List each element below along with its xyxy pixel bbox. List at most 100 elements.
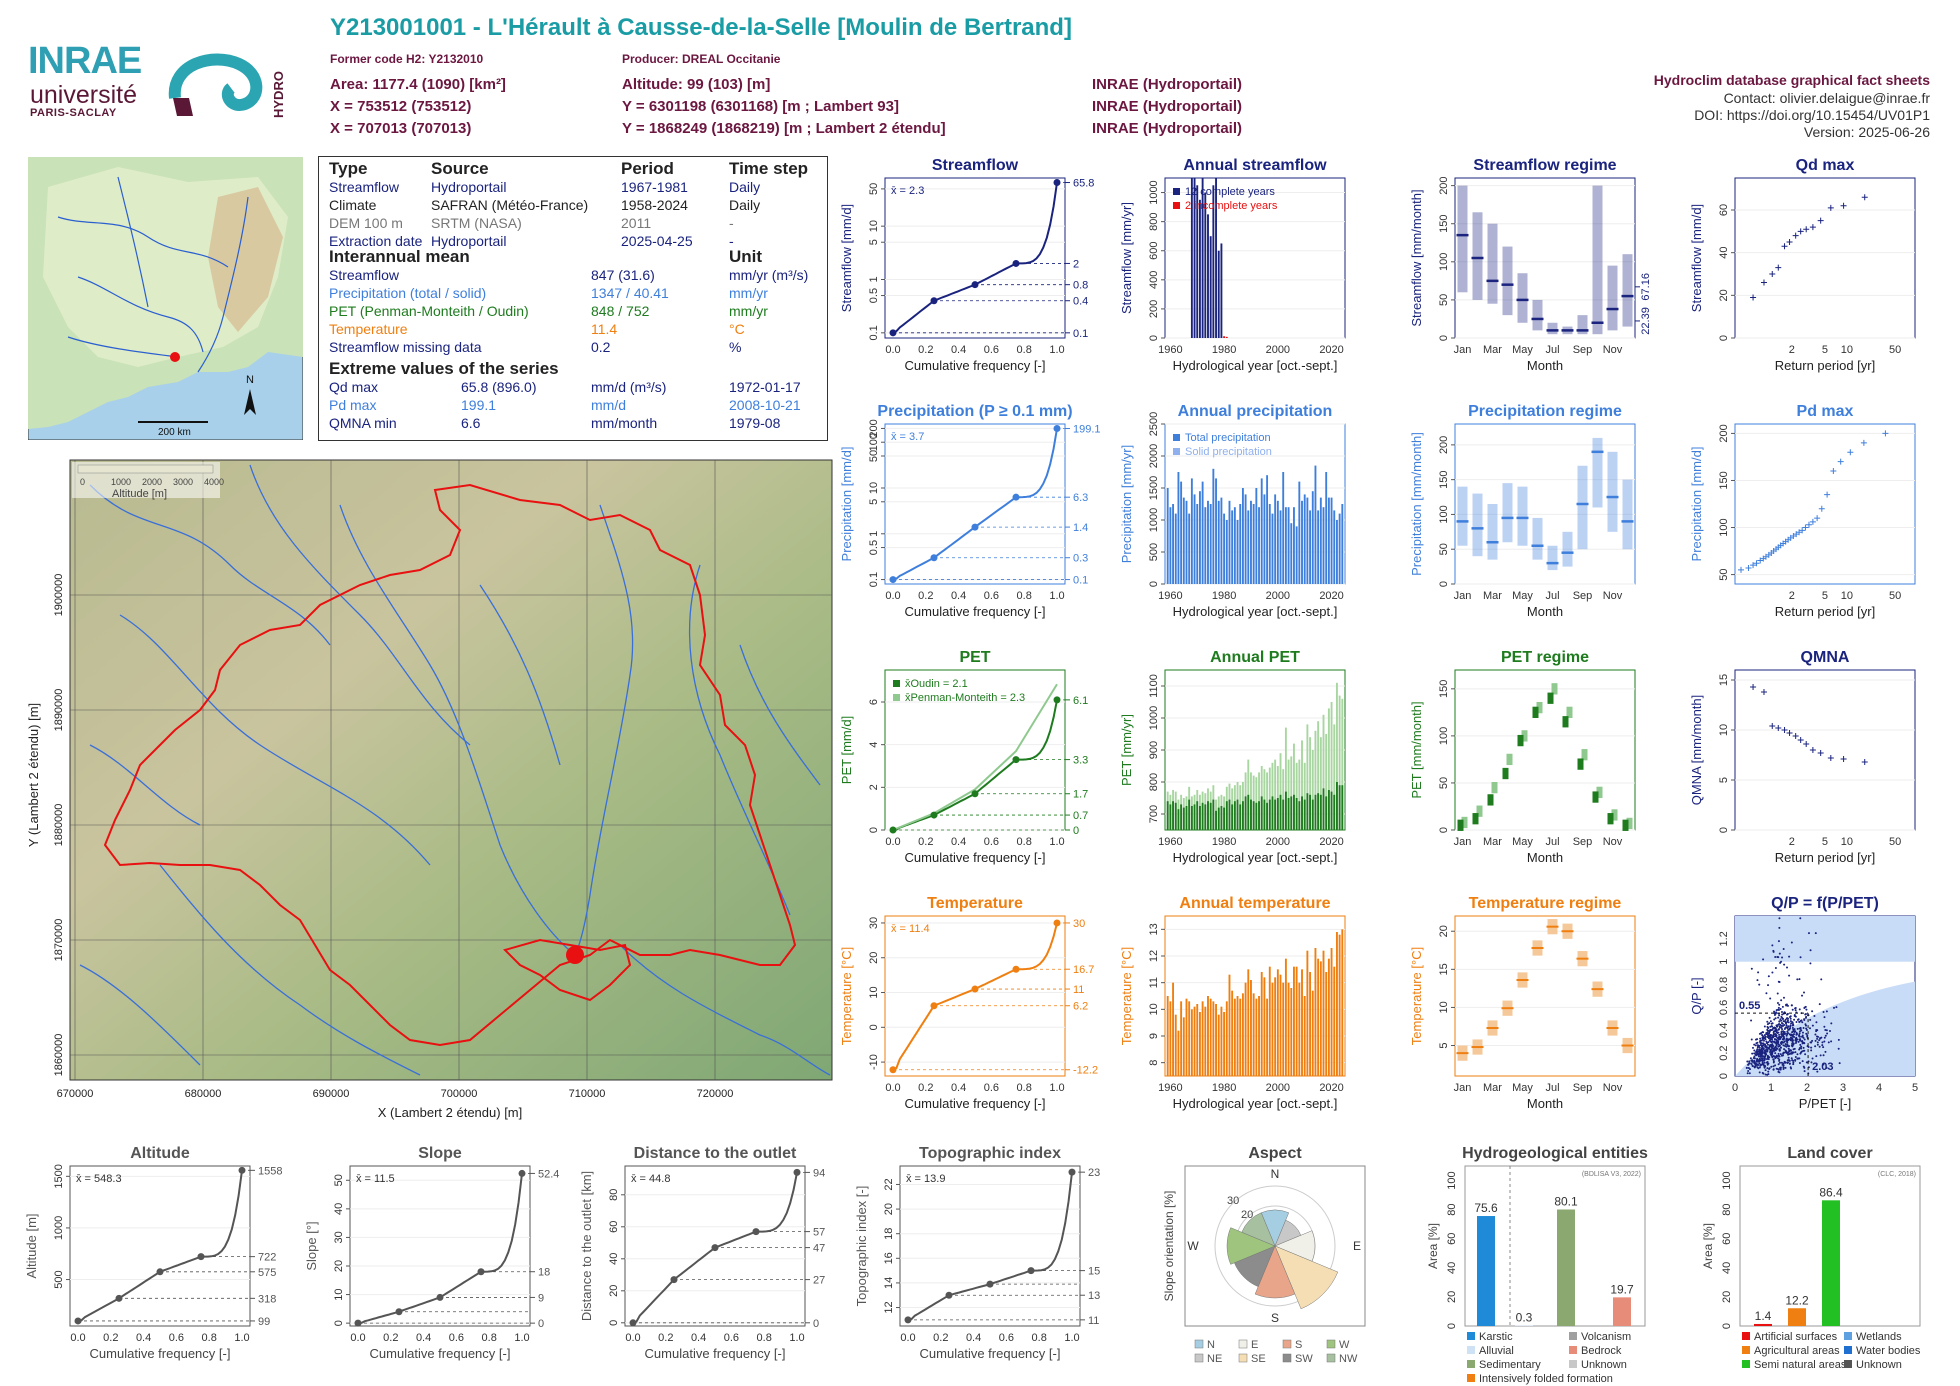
map-river: [619, 944, 831, 1076]
x-tick-label: 50: [1889, 590, 1901, 602]
y-tick-label: 0.1: [868, 325, 880, 340]
qp-point: [1802, 1027, 1805, 1030]
info-ext-date: 1979-08: [729, 415, 781, 431]
return-period-point: [1809, 747, 1816, 753]
y-tick-label: 30: [333, 1231, 345, 1243]
y-tick-label: 30: [868, 917, 880, 929]
return-period-point: [1827, 755, 1834, 761]
qp-point: [1818, 1003, 1821, 1006]
qp-point: [1786, 1040, 1789, 1043]
bar-oudin: [1333, 794, 1336, 830]
legend-label: NW: [1339, 1353, 1358, 1365]
qp-point: [1771, 1038, 1774, 1041]
qp-point: [1816, 1070, 1819, 1073]
bar: [1177, 1030, 1180, 1076]
bar-pm: [1290, 756, 1293, 830]
qp-point: [1751, 1052, 1754, 1055]
qp-point: [1753, 1065, 1756, 1068]
legend-label: S: [1295, 1339, 1302, 1351]
qp-point: [1771, 1035, 1774, 1038]
return-period-point: [1792, 232, 1799, 239]
bar: [1239, 504, 1242, 584]
qp-point: [1777, 940, 1780, 943]
qp-point: [1796, 1027, 1799, 1030]
qp-point: [1751, 1064, 1754, 1067]
y-tick-label: 1000: [1148, 508, 1160, 532]
bar: [1252, 504, 1255, 584]
bar-oudin: [1287, 798, 1290, 830]
chart-sf_annual: Annual streamflow Hydrological year [oct.…: [1119, 157, 1346, 373]
qp-point: [1801, 1060, 1804, 1063]
y-axis-label: Streamflow [mm/d]: [839, 204, 854, 312]
x-axis-label: Hydrological year [oct.-sept.]: [1173, 358, 1338, 373]
qp-point: [1778, 1026, 1781, 1029]
y-tick-label: 0: [1446, 1323, 1458, 1329]
chart-title: Slope: [418, 1145, 462, 1162]
legend-label: SE: [1251, 1353, 1266, 1365]
qp-point: [1788, 974, 1791, 977]
qp-point: [1782, 948, 1785, 951]
plot-frame: [1734, 423, 1916, 585]
qp-point: [1795, 1033, 1798, 1036]
info-row-source: SAFRAN (Météo-France): [431, 197, 589, 213]
right-tick-label: 67.16: [1640, 273, 1652, 301]
y-tick-label: 40: [1718, 247, 1730, 259]
bar: [1341, 504, 1344, 584]
y-tick-label: 1.2: [1718, 931, 1730, 946]
x-axis-label: P/PET [-]: [1799, 1096, 1852, 1111]
qp-point: [1758, 1049, 1761, 1052]
qp-point: [1767, 1070, 1770, 1073]
qp-point: [1810, 1061, 1813, 1064]
credits-doi: DOI: https://doi.org/10.15454/UV01P1: [1694, 107, 1930, 123]
bar-oudin: [1252, 801, 1255, 830]
qp-point: [1761, 1036, 1764, 1039]
info-row-period: 1958-2024: [621, 197, 688, 213]
qp-point: [1788, 1059, 1791, 1062]
right-tick-label: 722: [258, 1252, 276, 1264]
y-axis-label: Altitude [m]: [24, 1213, 39, 1278]
qp-point: [1824, 1029, 1827, 1032]
legend-label: NE: [1207, 1353, 1222, 1365]
qp-point: [1773, 1041, 1776, 1044]
y-axis-label: Precipitation [mm/d]: [1689, 447, 1704, 562]
bar: [1336, 520, 1338, 584]
catchment-boundary: [103, 483, 797, 1047]
bar: [1309, 510, 1312, 584]
qp-point: [1784, 1043, 1787, 1046]
right-tick-label: 13: [1088, 1290, 1100, 1302]
bar-pm: [1327, 708, 1330, 830]
qp-point: [1750, 1062, 1753, 1065]
bar: [1322, 950, 1325, 1076]
bar: [1198, 1012, 1201, 1076]
bar: [1247, 969, 1250, 1076]
regime-box: [1521, 730, 1528, 742]
qp-point: [1811, 1024, 1814, 1027]
bar-oudin: [1268, 799, 1271, 830]
info-row-type: Climate: [329, 197, 377, 213]
qp-point: [1774, 1049, 1777, 1052]
y-tick-label: 11: [1148, 977, 1160, 988]
bar: [1255, 488, 1258, 584]
plot-frame: [884, 423, 1066, 585]
regime-box: [1592, 437, 1603, 508]
qp-point: [1791, 1040, 1794, 1043]
qp-point: [1758, 983, 1761, 986]
y-tick-label: 1: [868, 276, 880, 282]
info-mean-value: 848 / 752: [591, 303, 650, 319]
qp-point: [1800, 1040, 1803, 1043]
legend-label: Unknown: [1856, 1359, 1902, 1371]
x-tick-label: 0.6: [984, 1082, 999, 1094]
qp-point: [1772, 1068, 1775, 1071]
y-tick-label: 5: [1718, 777, 1730, 783]
qp-point: [1781, 1054, 1784, 1057]
chart-title: Annual precipitation: [1178, 403, 1333, 420]
qp-point: [1754, 1053, 1757, 1056]
month-label: Mar: [1483, 590, 1502, 602]
y-tick-label: 0: [1148, 581, 1160, 587]
bar-oudin: [1303, 799, 1306, 830]
bar: [1223, 336, 1226, 338]
chart-dist: Distance to the outlet Cumulative frequen…: [579, 1145, 825, 1361]
bar-pm: [1268, 767, 1271, 830]
legend-label: Bedrock: [1581, 1345, 1622, 1357]
qp-point: [1775, 1067, 1778, 1070]
